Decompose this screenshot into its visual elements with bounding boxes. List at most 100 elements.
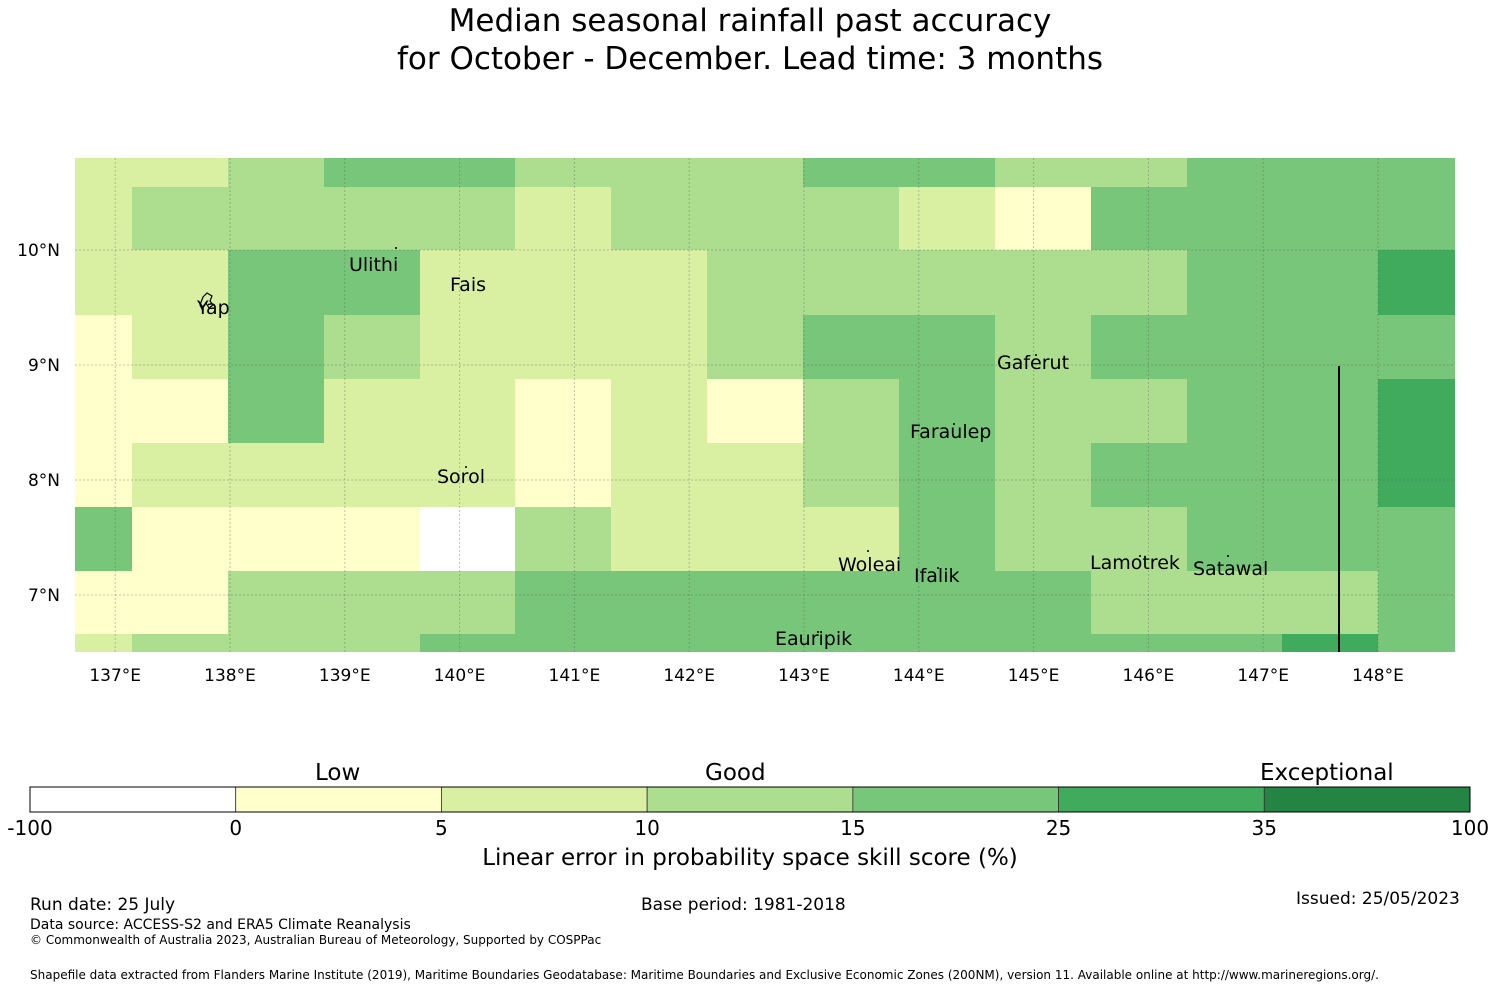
grid-cell — [75, 443, 132, 507]
atoll-dot — [867, 550, 869, 552]
colorbar-exceptional-label: Exceptional — [1260, 760, 1394, 786]
longitude-tick-label: 144°E — [893, 666, 945, 686]
grid-cell — [1091, 571, 1187, 634]
grid-cell — [1378, 315, 1455, 379]
grid-cell — [803, 315, 899, 379]
grid-cell — [899, 507, 995, 571]
grid-cell — [228, 315, 324, 379]
skill-grid — [75, 158, 1455, 652]
grid-cell — [515, 571, 611, 634]
place-label: Fais — [450, 274, 486, 296]
grid-cell — [1187, 158, 1282, 187]
colorbar-good-label: Good — [705, 760, 766, 786]
grid-cell — [228, 507, 324, 571]
grid-cell — [1091, 443, 1187, 507]
grid-cell — [228, 158, 324, 187]
grid-cell — [707, 250, 803, 315]
grid-cell — [515, 315, 611, 379]
grid-cell — [515, 634, 611, 652]
colorbar-tick-label: 5 — [435, 816, 448, 840]
grid-cell — [707, 634, 803, 652]
grid-cell — [324, 634, 420, 652]
grid-cell — [899, 634, 995, 652]
grid-cell — [1282, 315, 1378, 379]
grid-cell — [995, 379, 1091, 443]
grid-cell — [1187, 634, 1282, 652]
title-line-2: for October - December. Lead time: 3 mon… — [396, 41, 1104, 77]
grid-cell — [228, 250, 324, 315]
grid-cell — [1378, 571, 1455, 634]
grid-cell — [1282, 507, 1378, 571]
colorbar-segment — [1263, 786, 1471, 813]
grid-cell — [515, 187, 611, 250]
grid-cell — [132, 443, 228, 507]
grid-cell — [803, 443, 899, 507]
grid-cell — [324, 443, 420, 507]
grid-cell — [515, 158, 611, 187]
atoll-dot — [465, 466, 467, 468]
grid-cell — [899, 158, 995, 187]
grid-cell — [707, 571, 803, 634]
longitude-tick-label: 145°E — [1008, 666, 1060, 686]
grid-cell — [899, 250, 995, 315]
grid-cell — [1091, 250, 1187, 315]
grid-cell — [75, 571, 132, 634]
grid-cell — [1378, 507, 1455, 571]
grid-cell — [995, 507, 1091, 571]
grid-cell — [75, 315, 132, 379]
grid-cell — [707, 443, 803, 507]
atoll-dot — [465, 280, 467, 282]
latitude-tick-label: 9°N — [28, 356, 60, 376]
grid-cell — [707, 507, 803, 571]
grid-cell — [707, 158, 803, 187]
grid-cell — [75, 507, 132, 571]
grid-cell — [995, 250, 1091, 315]
grid-cell — [1091, 507, 1187, 571]
grid-cell — [803, 571, 899, 634]
latitude-tick-label: 10°N — [17, 241, 60, 261]
grid-cell — [1282, 187, 1378, 250]
grid-cell — [1282, 571, 1378, 634]
place-label: Satawal — [1193, 558, 1268, 580]
grid-cell — [995, 187, 1091, 250]
place-label: Woleai — [838, 554, 901, 576]
atoll-dot — [937, 567, 939, 569]
place-label: Ulithi — [349, 254, 398, 276]
place-label: Sorol — [437, 466, 485, 488]
atoll-dot — [395, 247, 397, 249]
longitude-tick-label: 143°E — [778, 666, 830, 686]
colorbar-tick-label: 100 — [1450, 816, 1490, 840]
grid-cell — [803, 158, 899, 187]
grid-cell — [611, 250, 707, 315]
colorbar-segment — [29, 786, 237, 813]
grid-cell — [803, 250, 899, 315]
grid-cell — [611, 379, 707, 443]
grid-cell — [75, 379, 132, 443]
grid-cell — [1187, 315, 1282, 379]
island-outlines — [199, 247, 1229, 633]
grid-cell — [132, 571, 228, 634]
grid-cell — [515, 507, 611, 571]
grid-cell — [899, 571, 995, 634]
grid-cell — [1187, 571, 1282, 634]
atoll-dot — [953, 423, 955, 425]
colorbar-segment — [235, 786, 442, 813]
grid-cell — [1091, 379, 1187, 443]
colorbar — [29, 786, 1471, 813]
atoll-dot — [1035, 354, 1037, 356]
grid-cell — [132, 158, 228, 187]
colorbar-title: Linear error in probability space skill … — [482, 845, 1018, 871]
grid-cell — [995, 443, 1091, 507]
grid-cell — [324, 158, 420, 187]
grid-cell — [611, 571, 707, 634]
longitude-axis: 137°E 138°E 139°E 140°E 141°E 142°E 143°E 144°E… — [89, 666, 1404, 686]
colorbar-tick-label: 35 — [1251, 816, 1278, 840]
grid-cell — [228, 571, 324, 634]
grid-cell — [1378, 443, 1455, 507]
colorbar-tick-label: 0 — [229, 816, 243, 840]
grid-cell — [420, 443, 515, 507]
yap-island — [199, 292, 214, 311]
grid-cell — [1091, 315, 1187, 379]
grid-cell — [707, 379, 803, 443]
